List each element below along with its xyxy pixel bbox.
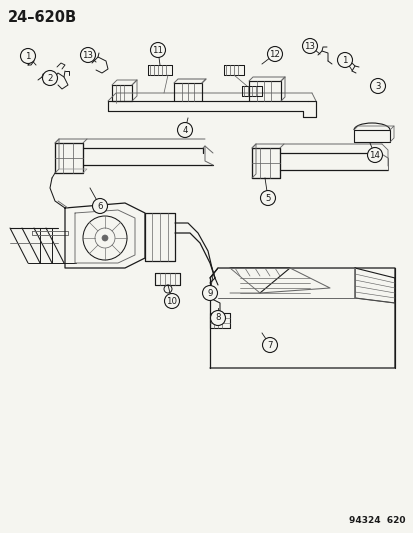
Circle shape <box>202 286 217 301</box>
Circle shape <box>102 235 108 241</box>
Text: 8: 8 <box>215 313 220 322</box>
Text: 2: 2 <box>47 74 52 83</box>
Text: 4: 4 <box>182 125 188 134</box>
Text: 5: 5 <box>265 193 270 203</box>
Text: 1: 1 <box>25 52 31 61</box>
Circle shape <box>302 38 317 53</box>
Circle shape <box>177 123 192 138</box>
Circle shape <box>150 43 165 58</box>
Text: 11: 11 <box>152 45 163 54</box>
Text: 12: 12 <box>269 50 280 59</box>
Text: 7: 7 <box>267 341 272 350</box>
Circle shape <box>210 311 225 326</box>
Text: 6: 6 <box>97 201 102 211</box>
Circle shape <box>367 148 382 163</box>
Text: 13: 13 <box>304 42 315 51</box>
Circle shape <box>92 198 107 214</box>
Text: 3: 3 <box>374 82 380 91</box>
Text: 10: 10 <box>166 296 177 305</box>
Text: 94324  620: 94324 620 <box>349 516 405 525</box>
Text: 9: 9 <box>207 288 212 297</box>
Circle shape <box>262 337 277 352</box>
Circle shape <box>80 47 95 62</box>
Text: 14: 14 <box>369 150 380 159</box>
Circle shape <box>337 52 351 68</box>
Circle shape <box>267 46 282 61</box>
Circle shape <box>43 70 57 85</box>
Circle shape <box>260 190 275 206</box>
Text: 13: 13 <box>82 51 93 60</box>
Circle shape <box>21 49 36 63</box>
Text: 1: 1 <box>342 55 347 64</box>
Circle shape <box>164 294 179 309</box>
Circle shape <box>370 78 385 93</box>
Text: 24–620B: 24–620B <box>8 10 77 25</box>
